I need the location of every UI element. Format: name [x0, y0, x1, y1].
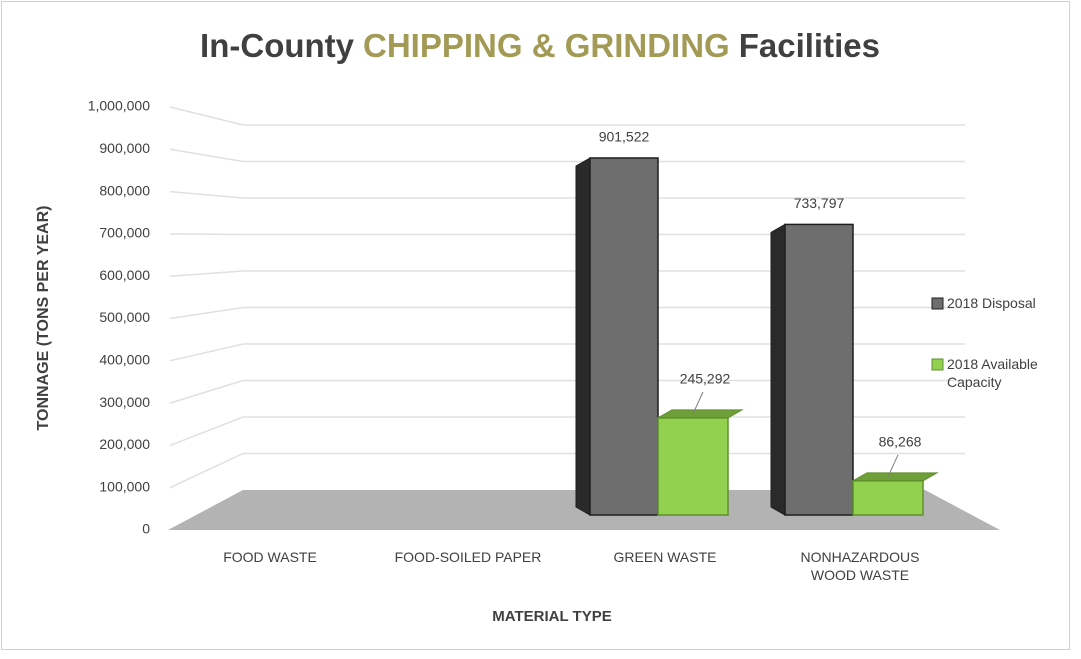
grid-line	[169, 343, 965, 362]
y-tick-label: 100,000	[99, 478, 150, 494]
value-label: 901,522	[599, 129, 650, 145]
y-tick-label: 800,000	[99, 182, 150, 198]
y-tick-label: 900,000	[99, 140, 150, 156]
bar	[852, 480, 924, 516]
grid-line	[169, 190, 965, 199]
legend-label: 2018 Available Capacity	[947, 356, 1038, 390]
value-label: 733,797	[794, 195, 845, 211]
bar	[657, 417, 729, 516]
y-tick-label: 1,000,000	[88, 98, 150, 114]
chart-title: In-County CHIPPING & GRINDING Facilities	[200, 27, 880, 64]
y-tick-label: 500,000	[99, 309, 150, 325]
legend-swatch	[931, 297, 944, 310]
y-tick-label: 600,000	[99, 267, 150, 283]
grid-line	[169, 306, 965, 320]
grid-line	[169, 270, 965, 277]
title-part: In-County	[200, 27, 355, 64]
bar	[589, 157, 659, 516]
bar	[784, 223, 854, 516]
y-axis-label: TONNAGE (TONS PER YEAR)	[35, 206, 52, 431]
title-highlight: CHIPPING & GRINDING	[363, 27, 730, 64]
title-part: Facilities	[739, 27, 880, 64]
y-tick-label: 700,000	[99, 225, 150, 241]
grid-line	[169, 148, 965, 163]
leader-line	[692, 391, 704, 415]
y-tick-label: 0	[142, 521, 150, 537]
legend-swatch	[931, 358, 944, 371]
x-tick-label: FOOD WASTE	[223, 549, 317, 565]
value-label: 245,292	[680, 371, 731, 387]
legend-label: 2018 Disposal	[947, 295, 1036, 311]
bar-top	[851, 472, 939, 482]
bar-top	[656, 409, 744, 419]
y-tick-label: 200,000	[99, 436, 150, 452]
x-tick-label: GREEN WASTE	[613, 549, 717, 565]
y-tick-label: 300,000	[99, 394, 150, 410]
x-axis-label: MATERIAL TYPE	[492, 608, 611, 625]
bar-side	[770, 223, 786, 516]
grid-line	[169, 233, 965, 236]
grid-line	[169, 106, 965, 126]
x-tick-label: FOOD-SOILED PAPER	[394, 549, 542, 565]
grid-line	[169, 379, 965, 404]
value-label: 86,268	[879, 434, 922, 450]
y-tick-label: 400,000	[99, 352, 150, 368]
leader-line	[887, 454, 899, 478]
bar-side	[575, 157, 591, 516]
x-tick-label: NONHAZARDOUS WOOD WASTE	[800, 549, 920, 583]
